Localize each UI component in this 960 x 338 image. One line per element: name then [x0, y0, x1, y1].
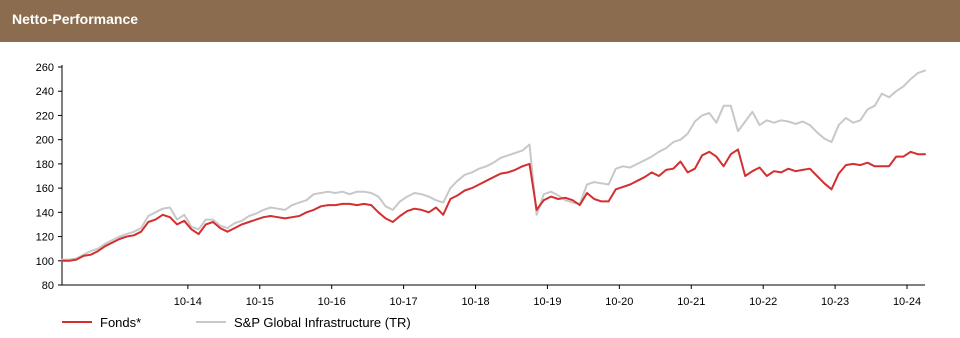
y-axis: 80 100 120 140 160 180 200 220 240 260: [36, 62, 63, 292]
x-tick-label: 10-15: [246, 296, 274, 308]
chart-legend: Fonds* S&P Global Infrastructure (TR): [62, 315, 411, 330]
chart-title: Netto-Performance: [12, 11, 139, 27]
series-line-fonds: [61, 148, 926, 262]
x-tick-label: 10-14: [174, 296, 202, 308]
x-tick-label: 10-19: [533, 296, 561, 308]
x-tick-label: 10-24: [893, 296, 921, 308]
y-tick-label: 240: [36, 86, 54, 98]
x-tick-label: 10-23: [821, 296, 849, 308]
legend-label-fonds: Fonds*: [100, 315, 141, 330]
y-tick-label: 100: [36, 256, 54, 268]
x-axis: 10-14 10-15 10-16 10-17 10-18 10-19 10-20 10-21…: [62, 284, 925, 308]
y-tick-label: 200: [36, 135, 54, 147]
x-tick-label: 10-17: [390, 296, 418, 308]
y-tick-label: 180: [36, 159, 54, 171]
legend-label-sp-global-infrastructure: S&P Global Infrastructure (TR): [234, 315, 411, 330]
x-tick-label: 10-20: [605, 296, 633, 308]
x-tick-label: 10-22: [749, 296, 777, 308]
x-tick-label: 10-21: [677, 296, 705, 308]
x-tick-label: 10-18: [461, 296, 489, 308]
y-tick-label: 80: [42, 280, 54, 292]
chart-series: [61, 69, 926, 262]
y-tick-label: 260: [36, 62, 54, 74]
x-tick-label: 10-16: [318, 296, 346, 308]
y-tick-label: 160: [36, 183, 54, 195]
series-line-sp-global-infrastructure: [61, 69, 926, 261]
y-tick-label: 120: [36, 232, 54, 244]
y-tick-label: 220: [36, 110, 54, 122]
y-tick-label: 140: [36, 207, 54, 219]
chart-header: Netto-Performance: [0, 0, 960, 42]
